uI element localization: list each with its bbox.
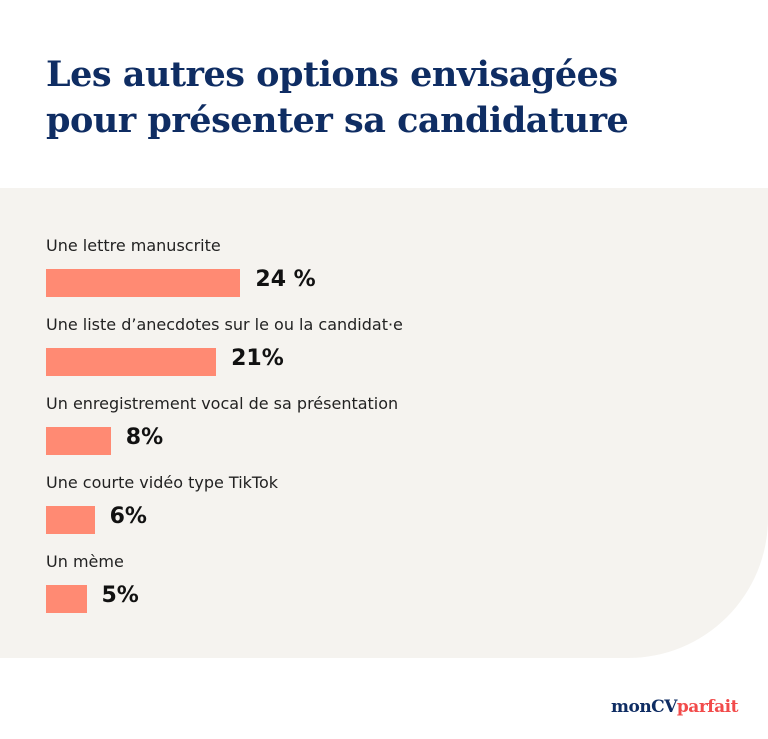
- data-label: 6%: [109, 504, 147, 529]
- category-label: Une lettre manuscrite: [46, 236, 221, 255]
- logo-part-1: monCV: [611, 697, 677, 717]
- logo-part-2: parfait: [676, 697, 739, 717]
- data-label: 21%: [231, 346, 284, 371]
- bar: [46, 506, 95, 534]
- chart-panel: [0, 188, 768, 658]
- category-label: Une liste d’anecdotes sur le ou la candi…: [46, 315, 403, 334]
- bar: [46, 269, 241, 297]
- data-label: 8%: [125, 425, 164, 450]
- data-label: 24 %: [255, 267, 316, 292]
- page-title: Les autres options envisagées pour prése…: [46, 52, 629, 144]
- bar: [46, 348, 217, 376]
- category-label: Un mème: [46, 552, 124, 571]
- logo: monCVparfait: [611, 697, 738, 717]
- category-label: Une courte vidéo type TikTok: [46, 473, 279, 492]
- title-line-2: pour présenter sa candidature: [46, 100, 629, 141]
- category-label: Un enregistrement vocal de sa présentati…: [46, 394, 399, 413]
- bar: [46, 585, 87, 613]
- bar: [46, 427, 111, 455]
- data-label: 5%: [101, 583, 139, 608]
- title-line-1: Les autres options envisagées: [46, 54, 618, 95]
